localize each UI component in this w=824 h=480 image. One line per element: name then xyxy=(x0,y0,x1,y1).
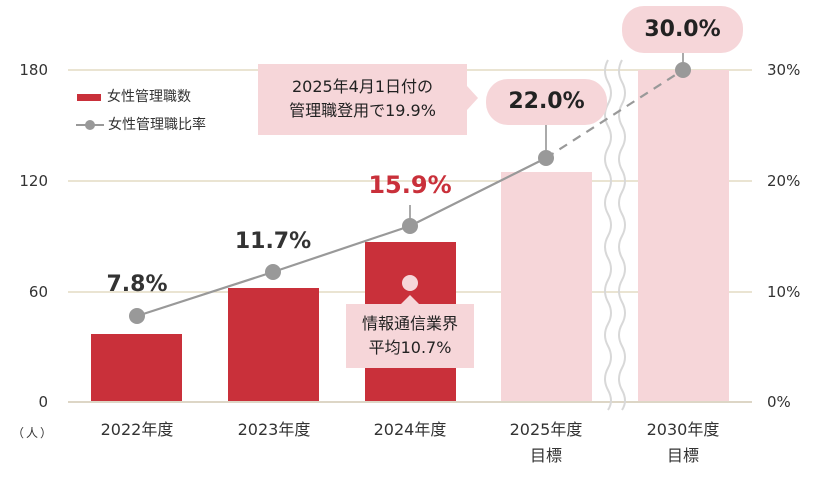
legend-line-label: 女性管理職比率 xyxy=(108,117,206,133)
point-2024[interactable] xyxy=(402,218,418,234)
y-left-tick-0: 0 xyxy=(38,393,48,411)
bar-2025-target[interactable] xyxy=(501,172,592,402)
x-label-2024: 2024年度 xyxy=(345,419,475,441)
point-label-2025-pill: 22.0% xyxy=(486,79,607,125)
industry-average-callout: 情報通信業界 平均10.7% xyxy=(346,304,474,368)
industry-callout-line1: 情報通信業界 xyxy=(361,314,458,333)
x-label-2025-line2: 目標 xyxy=(529,446,562,465)
y-right-tick-0: 0% xyxy=(767,393,791,411)
bars xyxy=(91,70,729,402)
april-callout-line1: 2025年4月1日付の xyxy=(291,77,434,96)
point-label-2030-pill: 30.0% xyxy=(622,6,743,53)
y-left-tick-120: 120 xyxy=(19,172,48,190)
legend-bar-swatch-icon xyxy=(77,93,101,101)
x-label-2022: 2022年度 xyxy=(72,419,202,441)
legend-line-marker-icon xyxy=(76,119,104,131)
x-label-2030-line2: 目標 xyxy=(666,446,699,465)
x-label-2023-line1: 2023年度 xyxy=(237,420,311,439)
y-right-tick-30: 30% xyxy=(767,61,801,79)
industry-callout-line2: 平均10.7% xyxy=(368,338,452,357)
point-2025[interactable] xyxy=(538,150,554,166)
industry-average-dot xyxy=(402,275,418,291)
ratio-line xyxy=(129,53,691,324)
x-label-2030-line1: 2030年度 xyxy=(646,420,720,439)
y-left-tick-60: 60 xyxy=(28,283,48,301)
point-2023[interactable] xyxy=(265,264,281,280)
point-2022[interactable] xyxy=(129,308,145,324)
x-label-2023: 2023年度 xyxy=(209,419,339,441)
y-left-unit: （人） xyxy=(12,426,55,440)
april-callout-line2: 管理職登用で19.9% xyxy=(289,101,436,120)
x-label-2025: 2025年度 目標 xyxy=(481,419,611,467)
x-label-2030: 2030年度 目標 xyxy=(618,419,748,467)
bar-2023[interactable] xyxy=(228,288,319,402)
point-2030[interactable] xyxy=(675,62,691,78)
legend-bar: 女性管理職数 xyxy=(77,88,191,106)
bar-2022[interactable] xyxy=(91,334,182,402)
y-right-tick-10: 10% xyxy=(767,283,801,301)
legend-line: 女性管理職比率 xyxy=(76,116,206,134)
point-label-2023: 11.7% xyxy=(234,229,312,254)
x-label-2022-line1: 2022年度 xyxy=(100,420,174,439)
y-left-tick-180: 180 xyxy=(19,61,48,79)
y-right-tick-20: 20% xyxy=(767,172,801,190)
april-callout-arrow xyxy=(467,86,478,110)
point-label-2022: 7.8% xyxy=(106,272,168,297)
point-label-2024: 15.9% xyxy=(368,171,452,199)
april-2025-callout: 2025年4月1日付の 管理職登用で19.9% xyxy=(258,64,467,135)
bar-2030-target[interactable] xyxy=(638,70,729,402)
x-label-2024-line1: 2024年度 xyxy=(373,420,447,439)
legend-bar-label: 女性管理職数 xyxy=(107,89,191,105)
industry-callout-arrow xyxy=(400,295,420,305)
x-label-2025-line1: 2025年度 xyxy=(509,420,583,439)
